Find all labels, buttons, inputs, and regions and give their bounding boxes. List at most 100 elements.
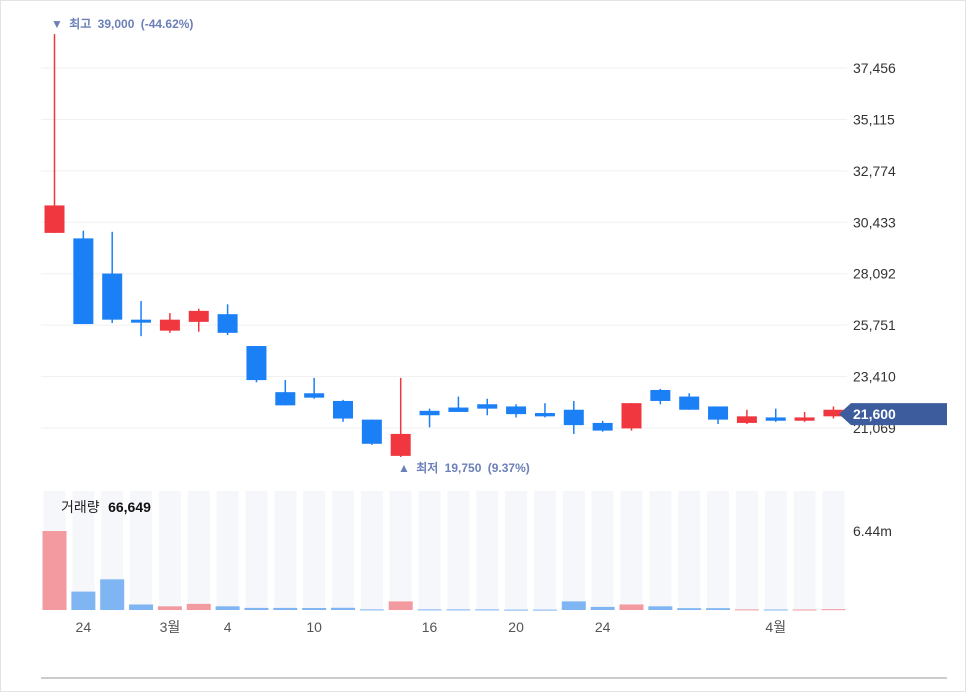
volume-bar: [359, 609, 384, 611]
volume-bar: [71, 591, 96, 610]
candle-body: [44, 205, 65, 233]
x-tick-label: 20: [508, 619, 524, 635]
volume-column-bg: [447, 491, 470, 610]
volume-column-bg: [591, 491, 614, 610]
candle-body: [477, 404, 498, 409]
volume-label: 거래량: [61, 499, 100, 515]
volume-column-bg: [822, 491, 845, 610]
candle-body: [131, 319, 152, 323]
volume-column-bg: [649, 491, 672, 610]
candle-body: [621, 403, 642, 429]
volume-bar: [648, 606, 673, 610]
volume-value: 66,649: [108, 499, 151, 515]
volume-bar: [244, 607, 269, 610]
volume-column-bg: [216, 491, 239, 610]
y-tick-label: 23,410: [853, 369, 896, 385]
x-tick-label: 10: [306, 619, 322, 635]
volume-column-bg: [389, 491, 412, 610]
candle-body: [217, 314, 238, 333]
y-tick-label: 28,092: [853, 266, 896, 282]
volume-bar: [446, 609, 471, 611]
candle-body: [794, 417, 815, 421]
candle-body: [361, 419, 382, 444]
volume-bar: [734, 609, 759, 611]
volume-bar: [129, 604, 154, 610]
y-tick-label: 35,115: [853, 111, 895, 127]
volume-column-bg: [158, 491, 181, 610]
low-marker: ▲: [398, 461, 410, 475]
candle-body: [765, 417, 786, 421]
candle-body: [159, 319, 180, 331]
volume-column-bg: [533, 491, 556, 610]
y-tick-label: 25,751: [853, 317, 896, 333]
volume-bar: [619, 604, 644, 610]
volume-bar: [475, 609, 500, 611]
x-tick-label: 3월: [160, 619, 181, 635]
volume-bar: [417, 609, 442, 611]
volume-bar: [42, 531, 67, 610]
volume-bar: [388, 601, 413, 610]
volume-bar: [821, 609, 846, 611]
last-price-badge: [839, 403, 947, 426]
x-tick-label: 4월: [765, 619, 786, 635]
candle-body: [592, 422, 613, 431]
candle-body: [448, 407, 469, 412]
candle-body: [188, 310, 209, 322]
volume-bar: [157, 606, 182, 610]
volume-column-bg: [303, 491, 326, 610]
x-tick-label: 16: [422, 619, 438, 635]
candle-body: [390, 433, 411, 456]
candle-body: [708, 406, 729, 420]
x-tick-label: 4: [224, 619, 232, 635]
volume-column-bg: [72, 491, 95, 610]
high-label: 최고: [69, 16, 91, 31]
volume-column-bg: [187, 491, 210, 610]
volume-column-bg: [505, 491, 528, 610]
volume-bar: [504, 609, 529, 611]
high-annotation: ▼ 최고 39,000 (-44.62%): [51, 16, 193, 31]
last-price-value: 21,600: [853, 406, 896, 422]
svg-text:거래량 66,649: 거래량 66,649: [61, 499, 151, 516]
volume-bar: [763, 609, 788, 611]
volume-bar: [706, 608, 731, 610]
candle-body: [650, 389, 671, 401]
low-annotation: ▲ 최저 19,750 (9.37%): [398, 460, 530, 475]
volume-column-bg: [332, 491, 354, 610]
volume-column-bg: [678, 491, 701, 610]
volume-bar: [677, 608, 702, 610]
volume-bar: [331, 607, 355, 610]
candle-body: [275, 392, 296, 406]
candle-body: [823, 409, 844, 417]
candle-body: [73, 238, 94, 325]
x-tick-label: 24: [76, 619, 92, 635]
volume-bar: [561, 601, 586, 610]
svg-text:▼ 최고 39,000: ▼ 최고 39,000 (-44.62%): [51, 16, 193, 31]
volume-bar: [273, 607, 298, 610]
high-marker: ▼: [51, 17, 63, 31]
y-tick-label: 30,433: [853, 214, 896, 230]
low-value: 19,750: [445, 461, 482, 475]
candle-body: [534, 413, 555, 417]
price-gridlines: [41, 67, 847, 429]
volume-bar: [792, 609, 817, 611]
candle-body: [506, 406, 527, 415]
candle-body: [304, 393, 325, 398]
candle-body: [246, 346, 267, 381]
volume-column-bg: [764, 491, 787, 610]
low-pct: (9.37%): [488, 461, 530, 475]
volume-bar: [215, 606, 240, 610]
candle-body: [563, 409, 584, 426]
candle-body: [679, 396, 700, 410]
y-tick-label: 32,774: [853, 163, 896, 179]
volume-column-bg: [274, 491, 297, 610]
volume-bar: [186, 603, 211, 610]
volume-column-bg: [707, 491, 730, 610]
candle-body: [736, 416, 757, 423]
x-axis: 24 3월 4 10 16 20 24 4월: [76, 619, 787, 635]
price-y-axis: 37,456 35,115 32,774 30,433 28,092 25,751 23,4…: [853, 60, 896, 436]
low-label: 최저: [416, 460, 438, 475]
volume-column-bg: [562, 491, 585, 610]
volume-column-bg: [476, 491, 499, 610]
